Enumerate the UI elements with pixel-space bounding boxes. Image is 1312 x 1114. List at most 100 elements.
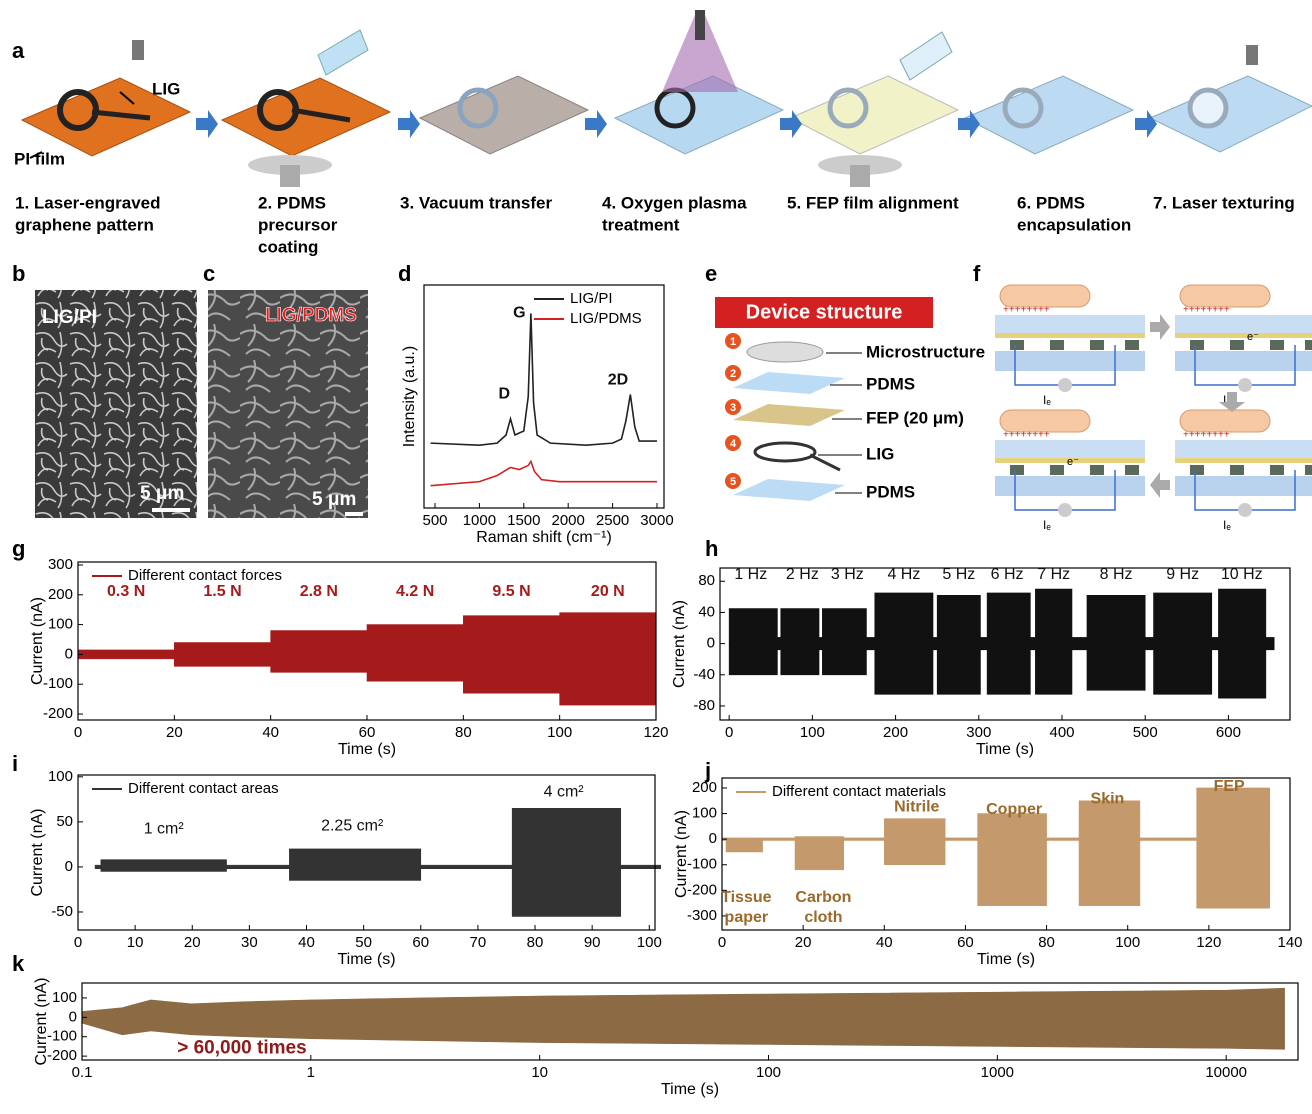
y-tick-label: 0 [709, 830, 717, 847]
process-schematic: LIG PI film [14, 10, 1312, 187]
x-tick-label: 30 [241, 934, 258, 951]
y-axis-label: Current (nA) [671, 600, 688, 688]
x-tick-label: 0 [725, 724, 733, 741]
electrode [1230, 340, 1244, 350]
x-tick-label: 80 [1038, 934, 1055, 951]
panel-label: a [12, 38, 25, 63]
electron-label: e⁻ [1067, 456, 1079, 468]
y-tick-label: -200 [43, 705, 73, 722]
step-label: 3. Vacuum transfer [400, 193, 553, 212]
x-tick-label: 60 [412, 934, 429, 951]
layer-label: LIG [866, 444, 894, 463]
annotation: 1 cm² [144, 820, 185, 837]
layer-number: 4 [730, 438, 737, 450]
electrode [1125, 465, 1139, 475]
electron-label: e⁻ [1247, 331, 1259, 343]
x-tick-label: 300 [966, 724, 991, 741]
annotation: 9 Hz [1166, 566, 1199, 583]
step-label: coating [258, 237, 318, 256]
y-tick-label: 0 [65, 858, 73, 875]
x-axis-label: Time (s) [337, 951, 395, 968]
panel-label: g [12, 536, 25, 561]
x-tick-label: 2500 [596, 512, 629, 529]
x-axis-label: Time (s) [977, 951, 1035, 968]
annotation: 4 Hz [887, 566, 920, 583]
x-tick-label: 100 [637, 934, 662, 951]
sem-label: LIG/PI [42, 307, 97, 328]
layer-number: 3 [730, 402, 736, 414]
x-tick-label: 20 [166, 724, 183, 741]
x-tick-label: 0 [718, 934, 726, 951]
scale-bar-label: 5 μm [312, 489, 356, 510]
x-tick-label: 100 [547, 724, 572, 741]
x-tick-label: 100 [756, 1064, 781, 1081]
annotation: 20 N [591, 583, 625, 600]
layer [1175, 315, 1312, 333]
x-tick-label: 0 [74, 934, 82, 951]
current-label: Iₑ [1043, 518, 1051, 532]
y-tick-label: 300 [48, 556, 73, 573]
x-tick-label: 70 [470, 934, 487, 951]
x-axis-label: Raman shift (cm⁻¹) [476, 529, 612, 546]
annotation: G [513, 305, 525, 322]
step-label: precursor [258, 215, 338, 234]
electrode [1305, 340, 1312, 350]
x-tick-label: 400 [1049, 724, 1074, 741]
current-label: Iₑ [1043, 393, 1051, 407]
layer [1175, 333, 1312, 338]
annotation: Copper [986, 801, 1042, 818]
x-tick-label: 10 [127, 934, 144, 951]
electrode [1090, 340, 1104, 350]
meter [1058, 503, 1072, 517]
x-tick-label: 2000 [552, 512, 585, 529]
x-tick-label: 0.1 [72, 1064, 93, 1081]
annotation: 1 Hz [734, 566, 767, 583]
signal-envelope [729, 589, 1274, 644]
arrow [1150, 314, 1170, 340]
y-tick-label: 100 [48, 768, 73, 785]
y-axis-label: Intensity (a.u.) [401, 346, 418, 447]
layer [1175, 440, 1312, 458]
annotation: 7 Hz [1037, 566, 1070, 583]
legend-label: Different contact materials [772, 783, 946, 800]
x-tick-label: 90 [584, 934, 601, 951]
y-tick-label: 0 [69, 1008, 77, 1025]
x-tick-label: 80 [527, 934, 544, 951]
electrode [1010, 340, 1024, 350]
meter [1238, 378, 1252, 392]
meter [1058, 378, 1072, 392]
scale-bar [152, 508, 190, 512]
step-label: encapsulation [1017, 215, 1131, 234]
y-tick-label: 50 [56, 813, 73, 830]
x-tick-label: 40 [298, 934, 315, 951]
step-label: 2. PDMS [258, 193, 326, 212]
y-tick-label: -40 [693, 666, 715, 683]
y-axis-label: Current (nA) [29, 597, 46, 685]
x-tick-label: 3000 [640, 512, 673, 529]
layer-label: Microstructure [866, 342, 985, 361]
electrode [1305, 465, 1312, 475]
x-axis-label: Time (s) [976, 741, 1034, 758]
legend-label: Different contact forces [128, 567, 282, 584]
layer-label: PDMS [866, 482, 915, 501]
electrode [1270, 340, 1284, 350]
annotation: 1.5 N [203, 583, 241, 600]
layer [995, 476, 1145, 496]
panel-label: b [12, 261, 25, 286]
layer [1175, 458, 1312, 463]
step-label: 5. FEP film alignment [787, 193, 959, 212]
y-axis-label: Current (nA) [33, 977, 50, 1065]
electrode [1270, 465, 1284, 475]
annotation: Nitrile [894, 798, 939, 815]
charge-signs: ++++++++ [1003, 430, 1050, 441]
current-label: Iₑ [1223, 518, 1231, 532]
charge-signs: ++++++++ [1003, 305, 1050, 316]
y-axis-label: Current (nA) [29, 808, 46, 896]
x-tick-label: 120 [1196, 934, 1221, 951]
annotation: 2.8 N [300, 583, 338, 600]
signal-envelope [78, 654, 656, 705]
x-tick-label: 10000 [1205, 1064, 1247, 1081]
layer-label: PDMS [866, 374, 915, 393]
annotation: 3 Hz [831, 566, 864, 583]
